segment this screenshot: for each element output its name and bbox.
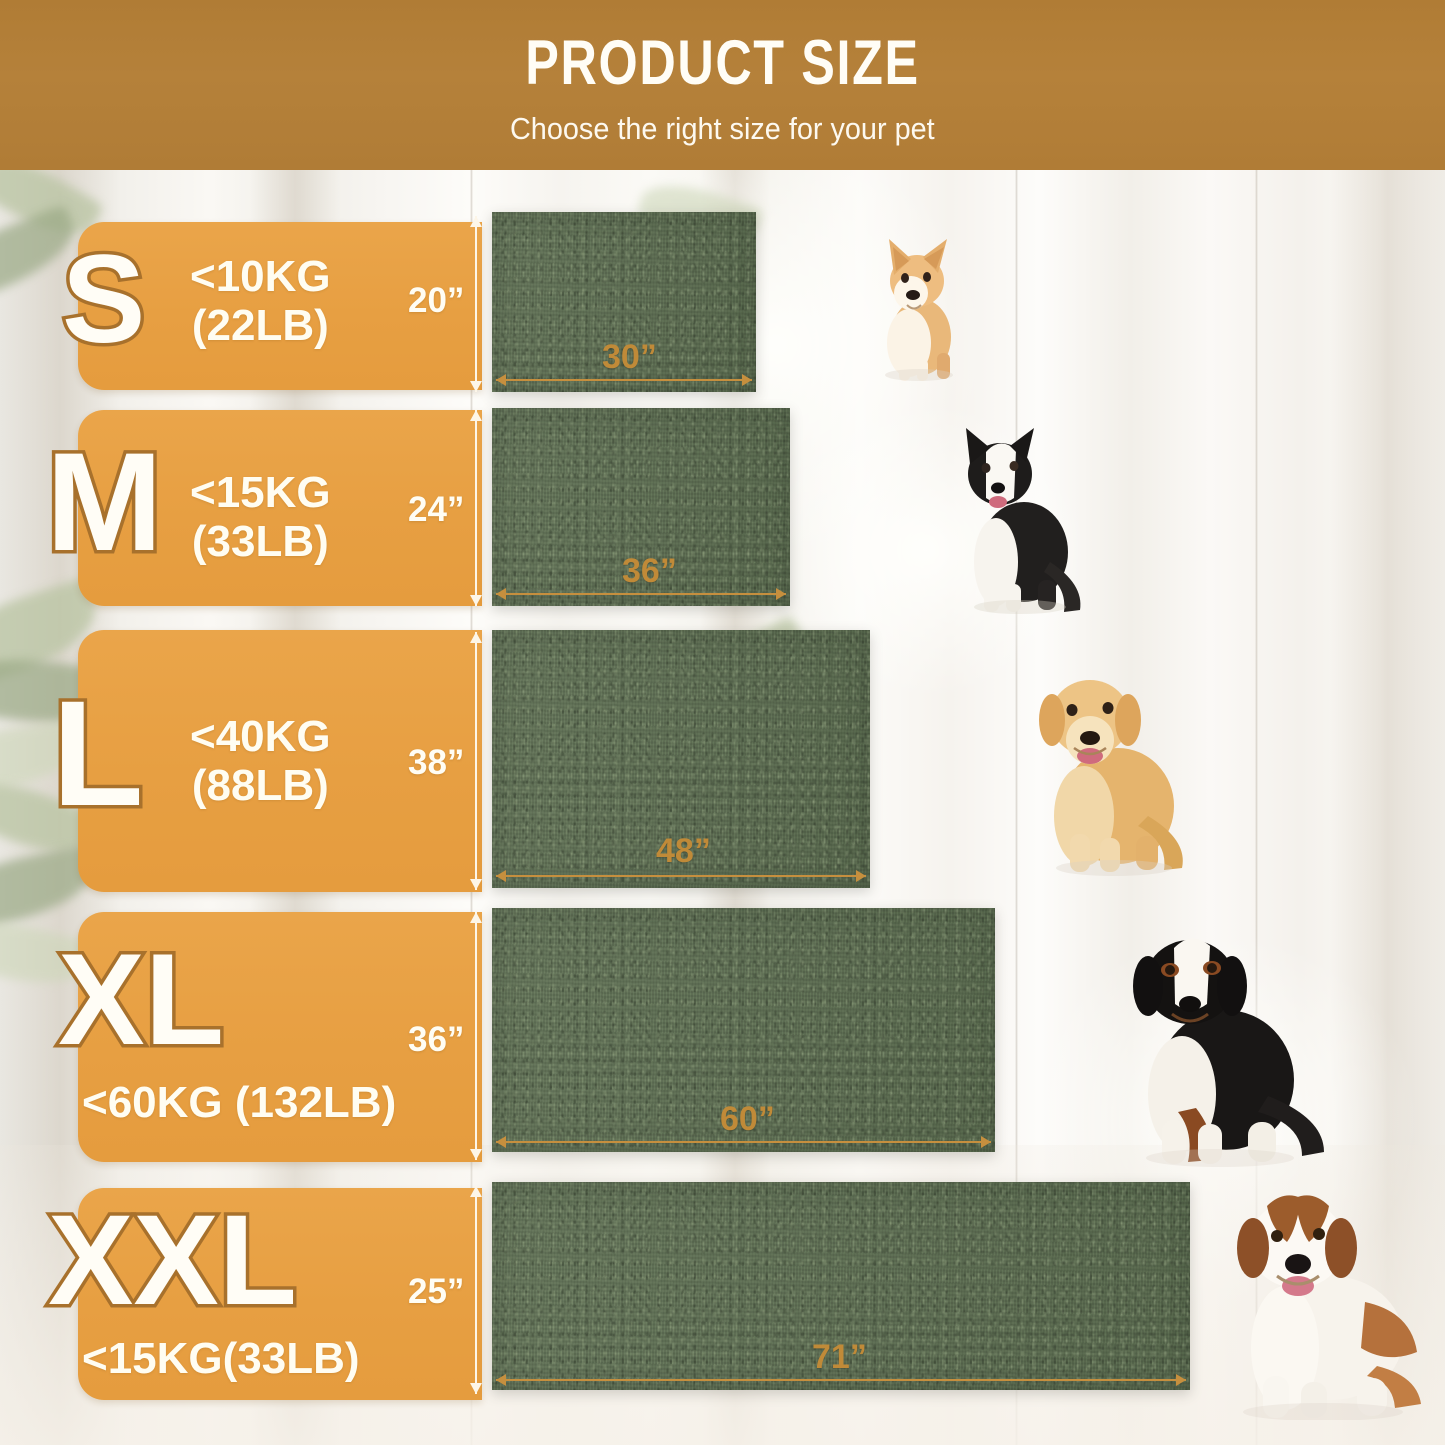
size-letter-m: M <box>43 423 167 580</box>
mat-xxl <box>492 1182 1190 1390</box>
width-arrow-l <box>496 870 866 882</box>
mat-s <box>492 212 756 392</box>
dog-corgi <box>867 225 972 383</box>
weight-line: <10KG <box>190 252 331 301</box>
weight-line: <40KG <box>190 712 331 761</box>
width-label-l: 48” <box>656 832 711 870</box>
width-arrow-xl <box>496 1136 991 1148</box>
page-title: PRODUCT SIZE <box>525 28 920 98</box>
weight-line: (33LB) <box>191 517 329 567</box>
mat-m <box>492 408 790 606</box>
height-arrow-xxl <box>469 1186 483 1394</box>
weight-label-xl: <60KG (132LB) <box>82 1078 396 1127</box>
width-label-m: 36” <box>622 552 677 590</box>
height-label-m: 24” <box>408 490 465 529</box>
mat-xl <box>492 908 995 1152</box>
height-label-l: 38” <box>408 743 465 782</box>
size-letter-s: S <box>58 230 148 369</box>
size-band-l <box>78 630 482 892</box>
width-arrow-m <box>496 588 786 600</box>
weight-label-s: <10KG (22LB) <box>190 252 331 351</box>
weight-line: (88LB) <box>191 761 329 811</box>
height-arrow-xl <box>469 912 483 1160</box>
height-arrow-s <box>469 216 483 392</box>
dog-bernese-mountain-dog <box>1100 908 1330 1168</box>
width-label-xxl: 71” <box>812 1338 867 1376</box>
page-subtitle: Choose the right size for your pet <box>510 111 935 146</box>
header-banner: PRODUCT SIZE Choose the right size for y… <box>0 0 1445 170</box>
weight-line: <60KG (132LB) <box>82 1078 397 1127</box>
dog-golden-retriever <box>1018 648 1196 876</box>
size-band-m <box>78 410 482 606</box>
width-label-s: 30” <box>602 338 657 376</box>
size-letter-xl: XL <box>54 926 227 1072</box>
height-label-s: 20” <box>408 281 465 320</box>
width-arrow-xxl <box>496 1374 1186 1386</box>
weight-label-l: <40KG (88LB) <box>190 712 331 811</box>
weight-label-m: <15KG (33LB) <box>190 468 331 567</box>
height-label-xl: 36” <box>408 1020 465 1059</box>
weight-line: (22LB) <box>191 301 329 351</box>
width-label-xl: 60” <box>720 1100 775 1138</box>
weight-label-xxl: <15KG(33LB) <box>82 1334 360 1383</box>
size-band-xl <box>78 912 482 1162</box>
weight-line: <15KG <box>190 468 331 517</box>
dog-border-collie <box>940 412 1085 614</box>
height-label-xxl: 25” <box>408 1272 465 1311</box>
dog-saint-bernard <box>1205 1182 1433 1420</box>
weight-line: <15KG(33LB) <box>82 1334 360 1383</box>
size-letter-xxl: XXL <box>45 1189 301 1332</box>
size-letter-l: L <box>49 669 148 837</box>
height-arrow-l <box>469 632 483 890</box>
size-band-xxl <box>78 1188 482 1400</box>
mat-l <box>492 630 870 888</box>
width-arrow-s <box>496 374 752 386</box>
size-band-s <box>78 222 482 390</box>
height-arrow-m <box>469 410 483 606</box>
